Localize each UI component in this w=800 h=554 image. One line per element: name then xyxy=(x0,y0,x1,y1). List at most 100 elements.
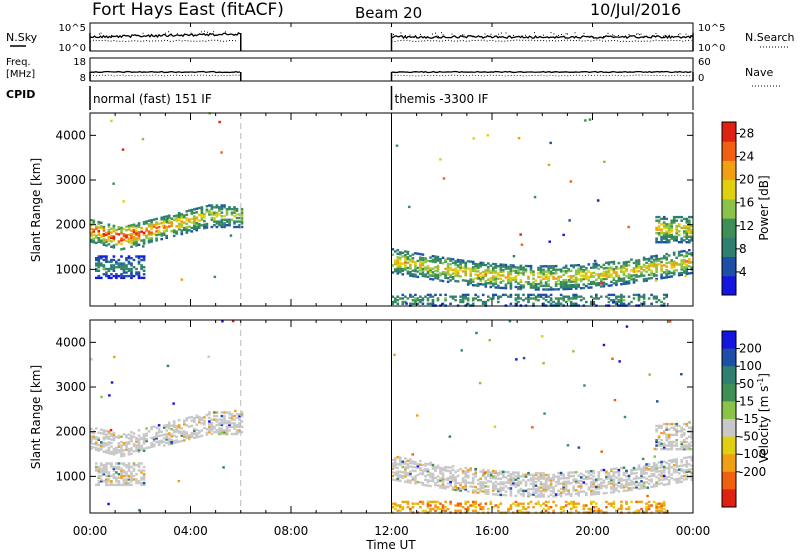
scatter-cell xyxy=(426,468,430,471)
scatter-cell xyxy=(100,428,103,431)
scatter-cell xyxy=(492,262,495,266)
scatter-cell xyxy=(612,271,616,274)
scatter-cell xyxy=(137,243,141,246)
scatter-cell xyxy=(595,506,598,509)
scatter-cell xyxy=(494,471,498,475)
scatter-cell xyxy=(431,299,435,302)
scatter-cell xyxy=(650,262,653,265)
scatter-cell xyxy=(585,491,588,495)
scatter-cell xyxy=(660,431,663,435)
scatter-cell xyxy=(569,500,573,504)
scatter-cell xyxy=(640,500,643,504)
scatter-cell xyxy=(404,468,407,471)
scatter-cell xyxy=(564,287,568,291)
scatter-cell xyxy=(487,278,490,281)
scatter-cell xyxy=(142,465,146,469)
scatter-cell xyxy=(426,272,430,275)
scatter-cell xyxy=(607,482,611,485)
scatter-cell xyxy=(547,495,550,498)
scatter-cell xyxy=(577,490,580,493)
scatter-cell xyxy=(449,275,452,278)
scatter-cell xyxy=(125,448,128,451)
scatter-cell xyxy=(394,457,397,460)
scatter-cell xyxy=(610,261,613,264)
scatter-cell xyxy=(559,268,563,271)
scatter-cell xyxy=(429,479,432,482)
scatter-cell xyxy=(200,218,204,222)
scatter-cell xyxy=(600,483,603,486)
scatter-cell xyxy=(637,500,641,504)
scatter-cell xyxy=(439,470,442,473)
scatter-cell xyxy=(240,222,244,225)
scatter-cell xyxy=(640,271,643,274)
scatter-cell xyxy=(583,384,586,387)
scatter-cell xyxy=(647,462,651,466)
scatter-cell xyxy=(605,484,608,488)
scatter-cell xyxy=(127,240,131,244)
scatter-cell xyxy=(102,471,106,474)
scatter-cell xyxy=(90,240,93,243)
scatter-cell xyxy=(429,295,432,298)
scatter-cell xyxy=(534,495,538,498)
scatter-cell xyxy=(688,215,691,219)
scatter-cell xyxy=(102,255,106,258)
power-colorbar-tick: 24 xyxy=(739,150,754,164)
scatter-cell xyxy=(479,277,482,281)
scatter-cell xyxy=(672,478,676,481)
scatter-cell xyxy=(675,479,678,482)
scatter-cell xyxy=(401,273,405,276)
scatter-cell xyxy=(481,470,485,473)
scatter-cell xyxy=(399,263,402,267)
scatter-cell xyxy=(622,473,626,476)
scatter-cell xyxy=(688,421,691,424)
scatter-cell xyxy=(469,260,472,263)
scatter-cell xyxy=(391,462,395,465)
scatter-cell xyxy=(446,280,450,283)
scatter-cell xyxy=(642,483,646,486)
scatter-cell xyxy=(479,490,482,493)
scatter-cell xyxy=(665,235,668,238)
scatter-cell xyxy=(416,464,420,468)
scatter-cell xyxy=(105,258,108,262)
scatter-cell xyxy=(667,435,671,438)
nsky-point xyxy=(678,34,679,36)
scatter-cell xyxy=(590,280,593,284)
scatter-cell xyxy=(683,448,686,451)
scatter-cell xyxy=(615,483,618,486)
scatter-cell xyxy=(461,477,465,480)
scatter-cell xyxy=(112,235,116,238)
scatter-cell xyxy=(592,266,596,269)
scatter-cell xyxy=(514,271,518,274)
scatter-cell xyxy=(657,477,661,480)
scatter-cell xyxy=(670,221,673,224)
scatter-cell xyxy=(230,418,234,421)
scatter-cell xyxy=(120,266,123,269)
scatter-cell xyxy=(140,230,143,233)
scatter-cell xyxy=(213,220,216,223)
scatter-cell xyxy=(559,471,563,475)
scatter-cell xyxy=(404,261,407,264)
scatter-cell xyxy=(446,273,450,276)
scatter-cell xyxy=(527,479,530,482)
scatter-cell xyxy=(434,466,437,469)
scatter-cell xyxy=(112,246,116,249)
scatter-cell xyxy=(157,440,161,443)
scatter-cell xyxy=(102,241,106,245)
scatter-cell xyxy=(434,509,437,512)
scatter-cell xyxy=(552,275,555,279)
scatter-cell xyxy=(177,419,181,422)
scatter-cell xyxy=(592,493,596,496)
scatter-cell xyxy=(497,506,500,509)
scatter-cell xyxy=(404,300,407,304)
scatter-cell xyxy=(399,461,402,465)
scatter-cell xyxy=(102,465,106,469)
scatter-cell xyxy=(622,282,626,286)
scatter-cell xyxy=(680,464,683,467)
scatter-cell xyxy=(532,506,535,509)
scatter-cell xyxy=(504,263,508,267)
scatter-cell xyxy=(152,437,156,441)
scatter-cell xyxy=(569,287,573,290)
scatter-cell xyxy=(434,476,437,480)
scatter-cell xyxy=(507,479,510,483)
scatter-cell xyxy=(610,468,613,471)
